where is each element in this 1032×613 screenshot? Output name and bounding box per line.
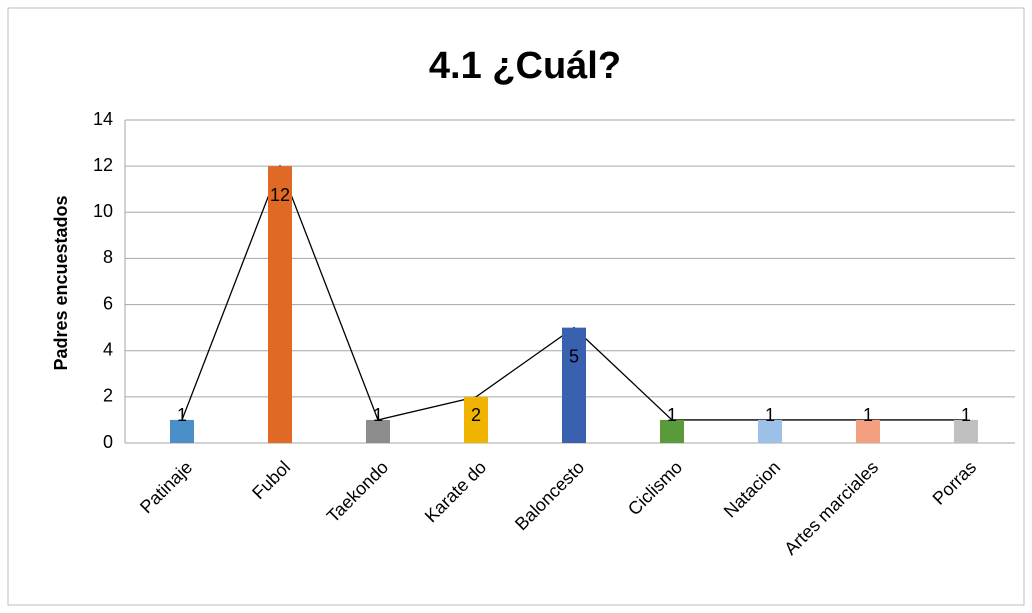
y-axis-label: Padres encuestados <box>51 195 71 370</box>
data-label: 12 <box>270 185 290 205</box>
bar <box>464 396 488 443</box>
y-tick-label: 2 <box>103 386 113 406</box>
y-tick-label: 10 <box>93 201 113 221</box>
bar <box>366 419 390 443</box>
y-tick-label: 0 <box>103 432 113 452</box>
data-label: 1 <box>667 405 677 425</box>
data-label: 2 <box>471 405 481 425</box>
bar <box>268 166 292 443</box>
bar <box>954 419 978 443</box>
y-tick-label: 14 <box>93 109 113 129</box>
y-tick-label: 4 <box>103 339 113 359</box>
data-label: 1 <box>863 405 873 425</box>
data-label: 5 <box>569 346 579 366</box>
y-tick-label: 8 <box>103 247 113 267</box>
bar <box>170 419 194 443</box>
bar <box>660 419 684 443</box>
data-label: 1 <box>765 405 775 425</box>
chart-border <box>7 7 1025 606</box>
bar <box>856 419 880 443</box>
data-label: 1 <box>177 405 187 425</box>
data-label: 1 <box>373 405 383 425</box>
bar <box>562 327 586 443</box>
data-label: 1 <box>961 405 971 425</box>
chart-title: 4.1 ¿Cuál? <box>429 45 621 87</box>
y-tick-label: 6 <box>103 293 113 313</box>
y-tick-label: 12 <box>93 155 113 175</box>
bar <box>758 419 782 443</box>
